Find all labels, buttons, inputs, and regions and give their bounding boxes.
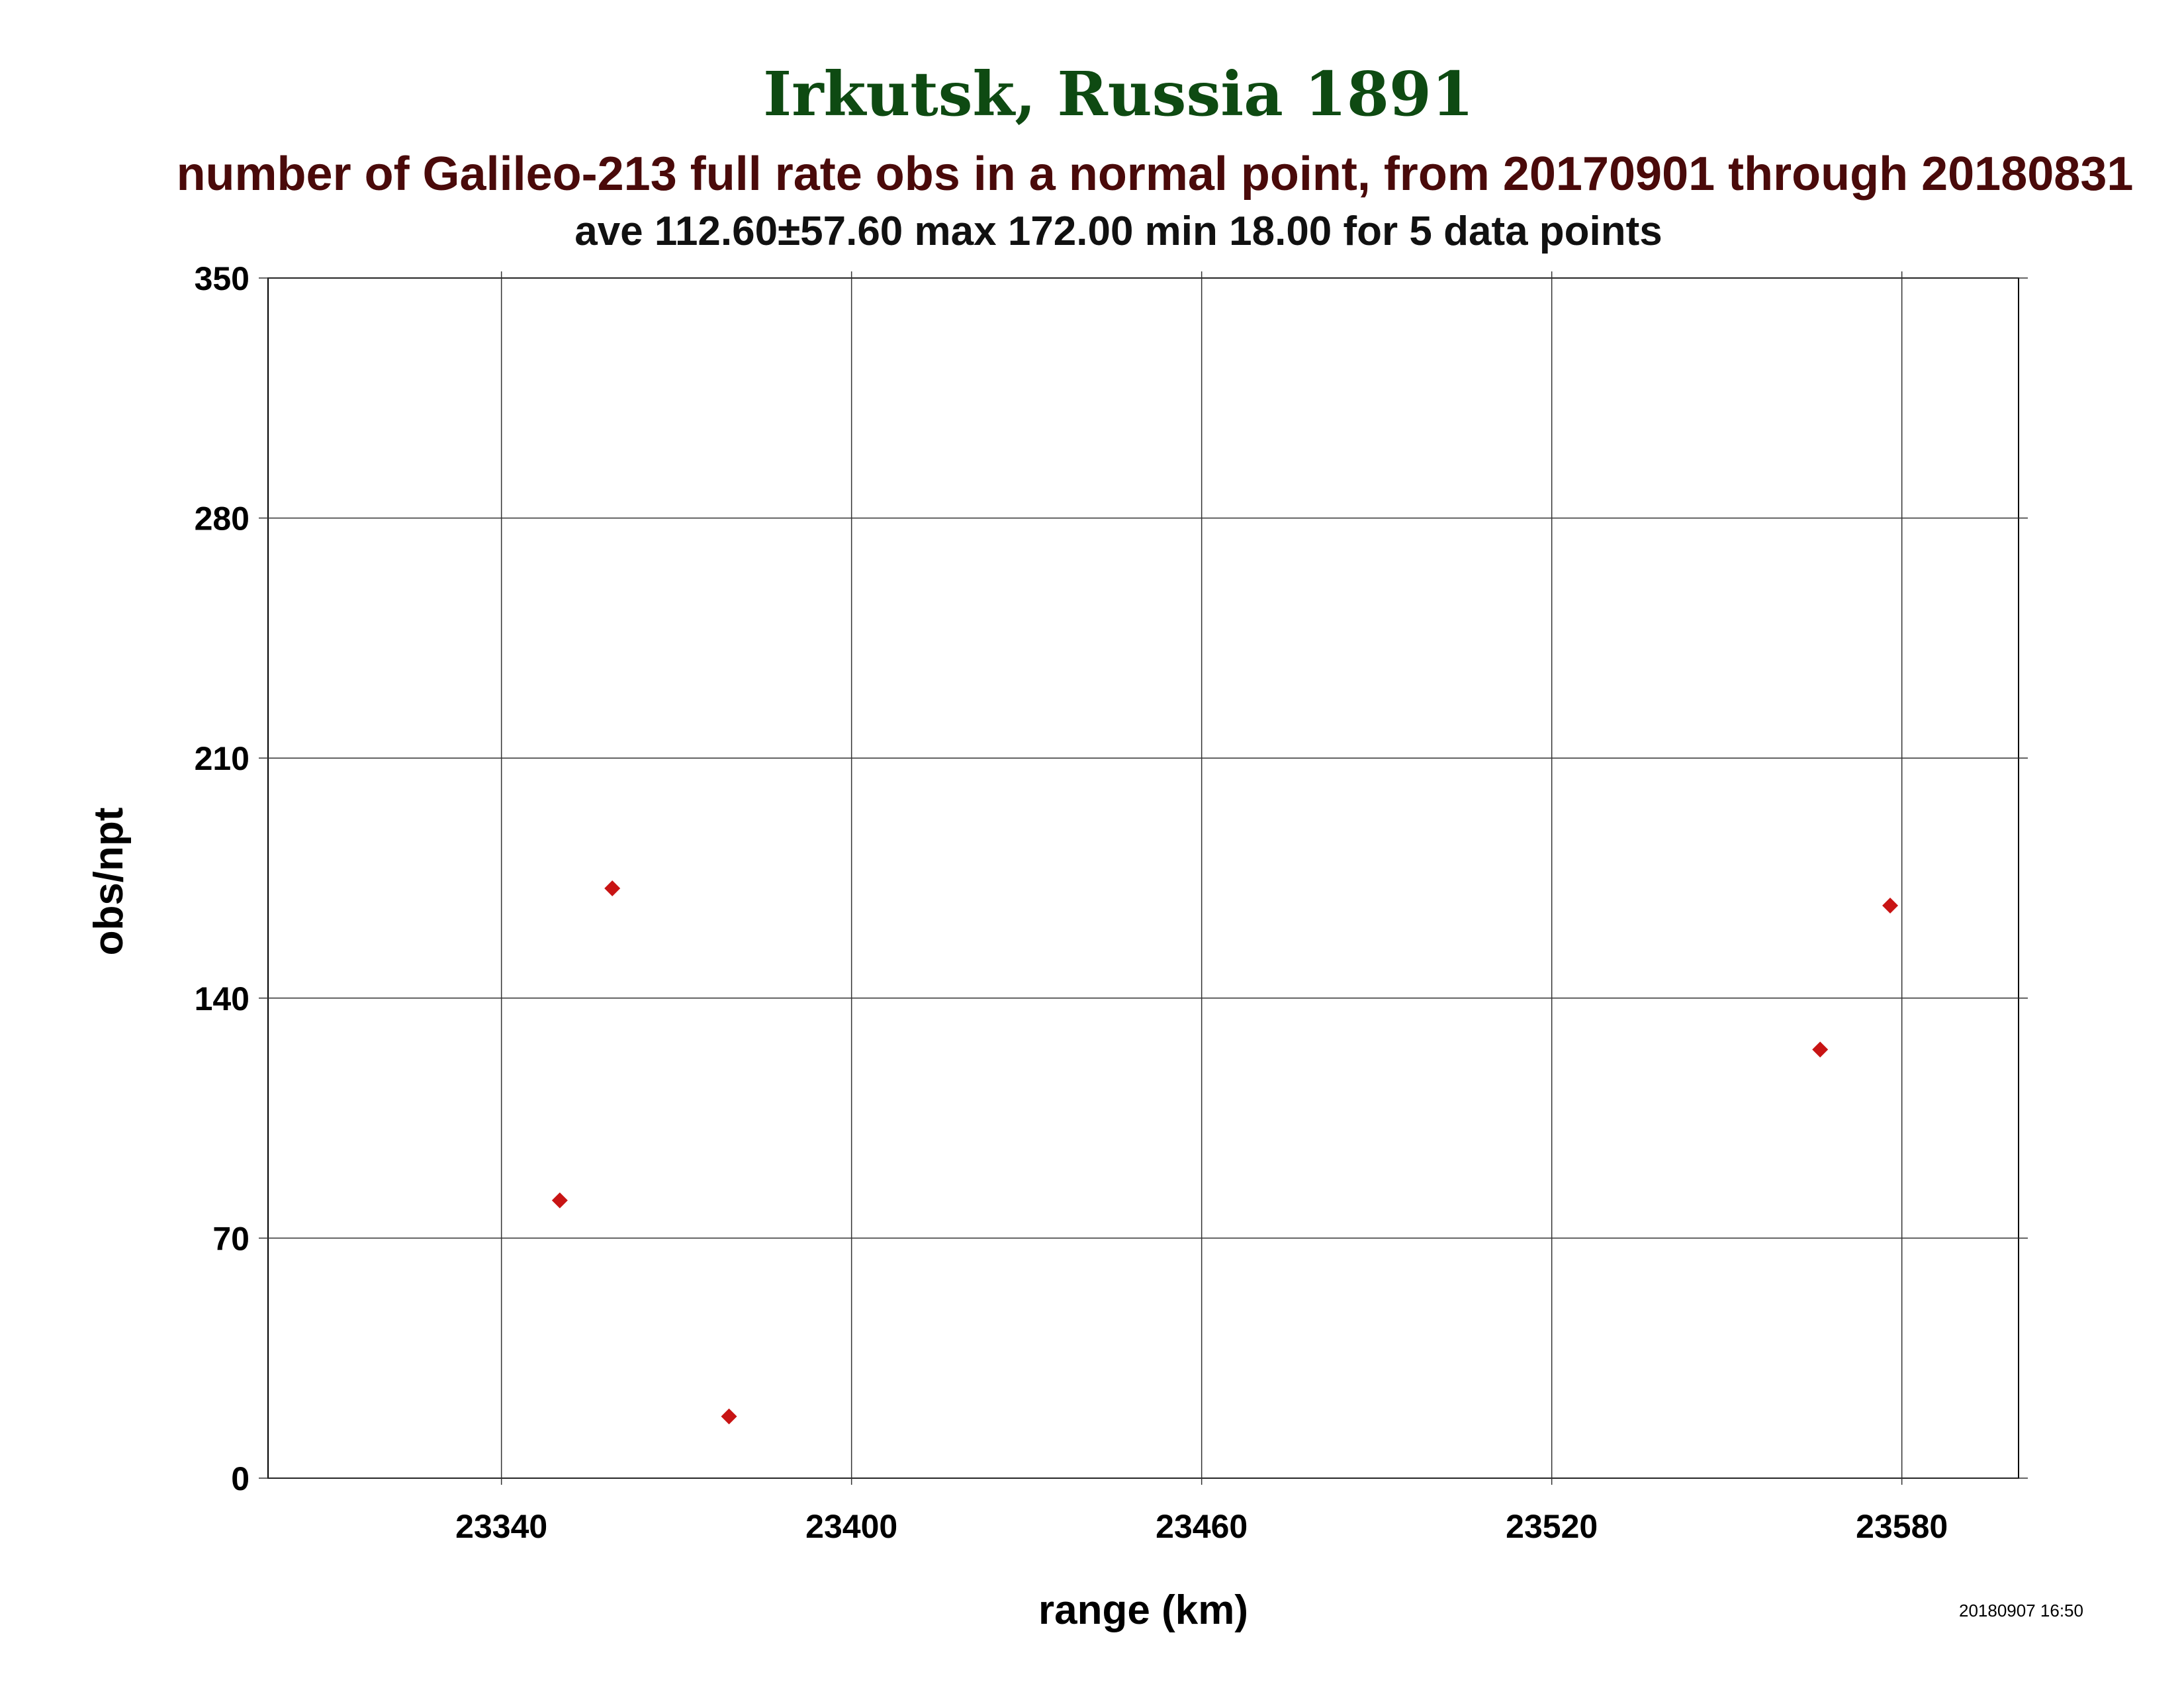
plot-frame	[267, 277, 2019, 1479]
chart-stats: ave 112.60±57.60 max 172.00 min 18.00 fo…	[574, 209, 1662, 254]
data-point	[551, 1192, 568, 1209]
x-tick-label: 23520	[1506, 1508, 1598, 1545]
y-tick-label: 0	[231, 1460, 250, 1497]
y-tick-label: 280	[195, 500, 250, 538]
data-point	[1812, 1041, 1829, 1058]
x-tick-label: 23580	[1856, 1508, 1948, 1545]
x-tick-label: 23340	[455, 1508, 547, 1545]
data-point	[721, 1408, 737, 1425]
grid-lines	[259, 271, 2028, 1485]
y-axis-label: obs/npt	[86, 808, 132, 956]
data-points	[551, 880, 1899, 1425]
y-tick-label: 350	[195, 260, 250, 297]
y-tick-label: 70	[212, 1220, 250, 1257]
timestamp: 20180907 16:50	[1959, 1601, 2083, 1620]
data-point	[604, 880, 621, 897]
x-tick-label: 23460	[1156, 1508, 1248, 1545]
y-tick-label: 210	[195, 740, 250, 777]
chart-title: Irkutsk, Russia 1891	[763, 58, 1474, 130]
tick-labels: 23340 23400 23460 23520 23580 0 70 140 210 280 350	[195, 260, 1948, 1545]
chart-subtitle: number of Galileo-213 full rate obs in a…	[176, 148, 2134, 201]
x-tick-label: 23400	[805, 1508, 897, 1545]
y-tick-label: 140	[195, 980, 250, 1017]
x-axis-label: range (km)	[1038, 1587, 1248, 1633]
data-point	[1882, 897, 1899, 914]
